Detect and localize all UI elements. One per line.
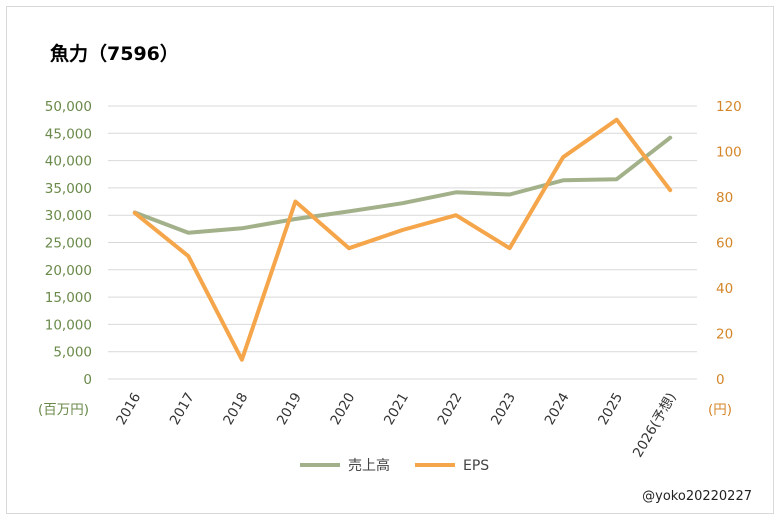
left-tick-label: 30,000 — [45, 208, 92, 224]
right-axis-unit-label: (円) — [708, 402, 732, 418]
chart-frame — [6, 6, 774, 514]
left-tick-label: 5,000 — [53, 345, 92, 361]
x-axis: 2016 2017 2018 2019 2020 2021 2022 2023 2024 2025… — [113, 390, 679, 460]
data-point-sales — [508, 192, 512, 196]
chart-title: 魚力（7596） — [50, 42, 179, 65]
data-point-eps — [133, 211, 137, 215]
data-point-sales — [561, 178, 565, 182]
data-point-eps — [561, 155, 565, 159]
data-point-sales — [615, 177, 619, 181]
left-tick-label: 0 — [83, 372, 92, 388]
right-tick-label: 80 — [716, 190, 733, 206]
x-tick-label: 2020 — [327, 390, 358, 428]
data-point-sales — [240, 226, 244, 230]
right-tick-label: 60 — [716, 236, 733, 252]
left-axis: 0 5,000 10,000 15,000 20,000 25,000 30,000 35,0… — [45, 99, 92, 388]
x-tick-label: 2022 — [434, 390, 465, 428]
credit-text: @yoko20220227 — [642, 489, 752, 504]
legend: 売上高 EPS — [300, 457, 489, 474]
right-tick-label: 0 — [716, 372, 725, 388]
data-point-eps — [508, 246, 512, 250]
data-point-eps — [347, 246, 351, 250]
x-tick-label: 2023 — [488, 390, 519, 428]
right-tick-label: 100 — [716, 145, 742, 161]
left-tick-label: 10,000 — [45, 317, 92, 333]
data-point-sales — [186, 231, 190, 235]
legend-label-eps: EPS — [463, 458, 489, 474]
gridlines — [108, 105, 697, 380]
left-tick-label: 15,000 — [45, 290, 92, 306]
series-line-eps — [132, 117, 673, 362]
x-tick-label: 2019 — [274, 390, 305, 428]
x-tick-label: 2016 — [113, 390, 144, 428]
left-tick-label: 45,000 — [45, 126, 92, 142]
right-tick-label: 20 — [716, 327, 733, 343]
data-point-eps — [454, 213, 458, 217]
x-tick-label: 2026(予想) — [630, 390, 680, 460]
right-tick-label: 40 — [716, 281, 733, 297]
data-point-eps — [293, 200, 297, 204]
x-tick-label: 2025 — [595, 390, 626, 428]
left-axis-unit-label: (百万円) — [38, 402, 89, 418]
data-point-sales — [293, 217, 297, 221]
left-tick-label: 20,000 — [45, 263, 92, 279]
data-point-eps — [615, 118, 619, 122]
data-point-eps — [668, 188, 672, 192]
data-point-eps — [240, 358, 244, 362]
series-line-sales — [132, 135, 673, 235]
left-tick-label: 35,000 — [45, 181, 92, 197]
left-tick-label: 40,000 — [45, 154, 92, 170]
data-point-sales — [401, 201, 404, 205]
x-tick-label: 2018 — [220, 390, 251, 428]
data-point-sales — [454, 190, 458, 194]
legend-label-sales: 売上高 — [348, 457, 390, 474]
x-tick-label: 2017 — [167, 390, 198, 428]
right-axis: 0 20 40 60 80 100 120 — [716, 99, 742, 388]
data-point-sales — [347, 209, 351, 213]
left-tick-label: 25,000 — [45, 236, 92, 252]
left-tick-label: 50,000 — [45, 99, 92, 115]
right-tick-label: 120 — [716, 99, 742, 115]
x-tick-label: 2024 — [542, 390, 573, 428]
data-point-sales — [668, 136, 672, 140]
x-tick-label: 2021 — [381, 390, 412, 428]
data-point-eps — [186, 254, 190, 258]
series-layer — [132, 117, 673, 362]
data-point-eps — [401, 228, 404, 232]
